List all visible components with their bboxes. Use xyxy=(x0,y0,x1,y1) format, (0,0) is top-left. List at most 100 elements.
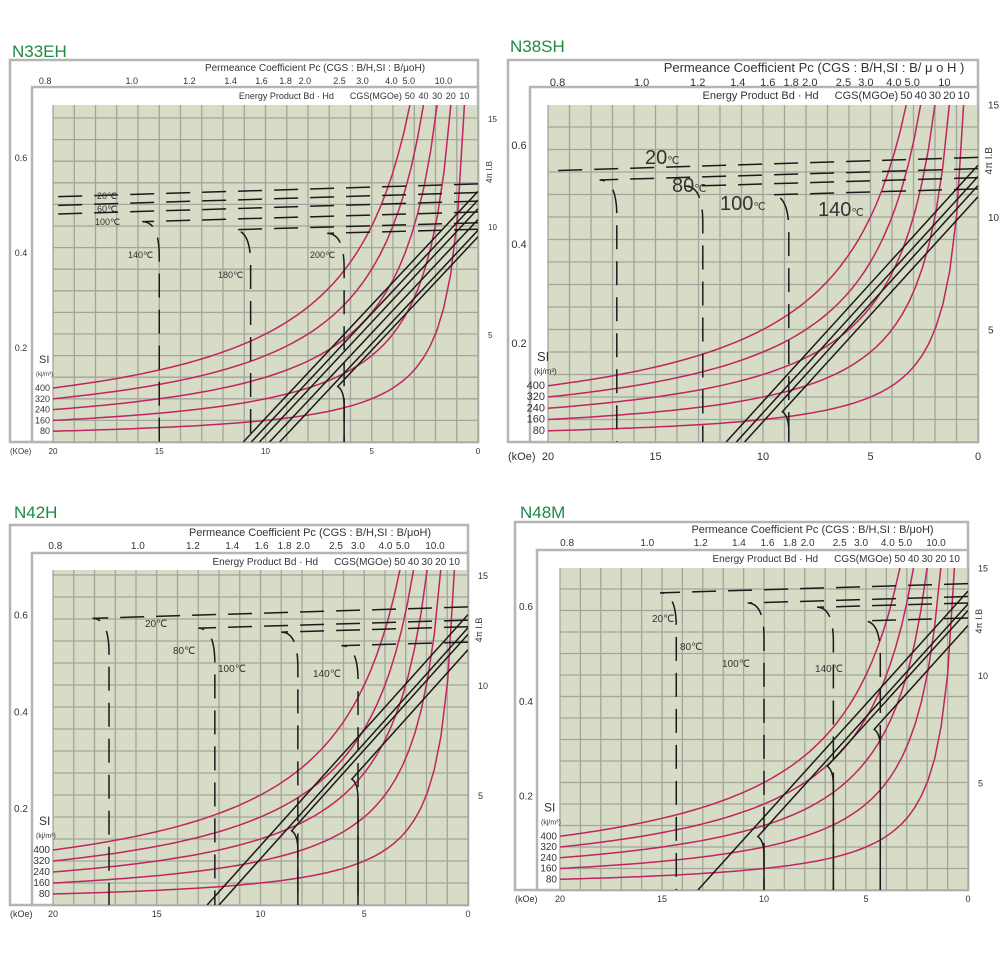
permeance-tick-label: 1.8 xyxy=(783,538,797,549)
intrinsic-curve-80c xyxy=(747,595,968,890)
energy-mgoe-label: 30 xyxy=(929,90,941,102)
left-tick-label: 0.6 xyxy=(511,140,526,152)
energy-curve-10-mgoe xyxy=(53,105,466,432)
temperature-value: 140 xyxy=(128,250,143,260)
normal-curve-100c xyxy=(258,208,478,442)
energy-mgoe-label: 10 xyxy=(949,554,961,565)
energy-curve-30-mgoe xyxy=(53,105,438,411)
temperature-value: 140 xyxy=(815,664,832,675)
energy-si-label: 240 xyxy=(540,853,557,864)
normal-curve-20c xyxy=(242,190,478,442)
energy-mgoe-label: 10 xyxy=(958,90,970,102)
permeance-tick-label: 1.4 xyxy=(225,541,239,552)
permeance-tick-label: 0.8 xyxy=(39,76,52,86)
x-tick-label: 15 xyxy=(649,451,661,463)
intrinsic-curve-20c xyxy=(659,582,968,890)
x-tick-label: 0 xyxy=(476,447,481,456)
temperature-value: 20 xyxy=(97,191,107,201)
temperature-unit: ℃ xyxy=(325,250,335,260)
x-tick-label: 5 xyxy=(370,447,375,456)
energy-si-label: 240 xyxy=(33,867,50,878)
energy-curve-50-mgoe xyxy=(53,105,411,389)
x-tick-label: 0 xyxy=(965,894,970,904)
permeance-tick-label: 0.8 xyxy=(560,538,574,549)
permeance-tick-label: 2.5 xyxy=(833,538,847,549)
energy-si-label: 400 xyxy=(527,380,545,392)
energy-mgoe-label: 30 xyxy=(922,554,934,565)
permeance-tick-label: 5.0 xyxy=(402,76,415,86)
intrinsic-curve-80c xyxy=(599,167,978,442)
temperature-unit: ℃ xyxy=(663,614,674,625)
energy-curve-40-mgoe xyxy=(53,570,415,862)
right-tick-label: 15 xyxy=(978,564,988,574)
intrinsic-curve-140c xyxy=(142,211,478,442)
permeance-tick-label: 3.0 xyxy=(858,77,873,89)
right-tick-label: 15 xyxy=(988,101,1000,112)
permeance-tick-label: 0.8 xyxy=(48,541,62,552)
permeance-tick-label: 1.0 xyxy=(640,538,654,549)
chart-panel-n38sh: N38SH Permeance Coefficient Pc (CGS : B/H… xyxy=(506,37,1000,463)
normal-curve-20c xyxy=(725,164,978,442)
permeance-tick-label: 1.6 xyxy=(760,77,775,89)
energy-si-label: 160 xyxy=(35,415,50,425)
permeance-tick-label: 10 xyxy=(938,77,950,89)
x-tick-label: 5 xyxy=(863,894,868,904)
energy-mgoe-label: 20 xyxy=(435,557,447,568)
temperature-value: 60 xyxy=(97,204,107,214)
temperature-label: 80℃ xyxy=(173,646,195,657)
permeance-tick-label: 2.0 xyxy=(296,541,310,552)
temperature-label: 140℃ xyxy=(815,664,843,675)
temperature-unit: ℃ xyxy=(107,204,117,214)
left-tick-label: 0.6 xyxy=(15,153,28,163)
intrinsic-curve-140c xyxy=(771,188,978,442)
temperature-label: 20℃ xyxy=(145,619,167,630)
left-tick-label: 0.2 xyxy=(14,804,28,815)
temperature-unit: ℃ xyxy=(694,183,706,195)
demag-curves xyxy=(659,582,968,890)
normal-curve-100c xyxy=(744,184,978,442)
temperature-label: 200℃ xyxy=(310,250,335,260)
energy-curve-20-mgoe xyxy=(548,105,951,421)
energy-curve-30-mgoe xyxy=(548,105,936,410)
right-tick-label: 5 xyxy=(478,791,483,801)
intrinsic-curve-140c xyxy=(341,641,468,905)
energy-si-label: 80 xyxy=(533,425,545,437)
chart-panel-n48m: N48M Permeance Coefficient Pc (CGS : B/H,… xyxy=(513,503,988,904)
temperature-label: 140℃ xyxy=(128,250,153,260)
temperature-value: 140 xyxy=(818,199,851,221)
energy-curve-10-mgoe xyxy=(560,568,956,881)
permeance-tick-label: 1.4 xyxy=(224,76,237,86)
intrinsic-curve-80c xyxy=(198,619,468,905)
energy-mgoe-label: 10 xyxy=(449,557,461,568)
si-label: SI xyxy=(39,814,50,828)
si-unit-label: (kj/m³) xyxy=(36,372,53,378)
energy-mgoe-label: 40 xyxy=(408,557,420,568)
temperature-unit: ℃ xyxy=(235,664,246,675)
energy-curve-50-mgoe xyxy=(53,570,401,851)
permeance-tick-label: 2.5 xyxy=(836,77,851,89)
permeance-tick-label: 1.0 xyxy=(131,541,145,552)
permeance-tick-label: 1.6 xyxy=(255,76,268,86)
energy-curve-20-mgoe xyxy=(560,568,942,870)
energy-si-label: 400 xyxy=(540,831,557,842)
normal-curve-80c xyxy=(756,603,968,890)
permeance-tick-label: 1.4 xyxy=(732,538,746,549)
temperature-unit: ℃ xyxy=(691,642,702,653)
normal-curve-20c xyxy=(206,614,468,905)
permeance-tick-label: 2.5 xyxy=(333,76,346,86)
left-tick-label: 0.4 xyxy=(519,697,533,708)
right-tick-label: 15 xyxy=(488,115,497,124)
intrinsic-curve-100c xyxy=(281,625,468,905)
chart-title: N33EH xyxy=(12,42,67,61)
energy-si-label: 160 xyxy=(540,864,557,875)
x-axis-unit: (KOe) xyxy=(10,447,32,456)
intrinsic-curve-100c xyxy=(816,602,968,890)
temperature-label: 100℃ xyxy=(218,664,246,675)
cgs-unit-label: CGS(MGOe) xyxy=(350,91,402,101)
permeance-tick-label: 1.2 xyxy=(690,77,705,89)
temperature-value: 100 xyxy=(720,193,753,215)
energy-curve-40-mgoe xyxy=(53,105,425,400)
x-tick-label: 20 xyxy=(555,894,565,904)
energy-mgoe-label: 50 xyxy=(894,554,906,565)
permeance-tick-label: 10.0 xyxy=(425,541,445,552)
